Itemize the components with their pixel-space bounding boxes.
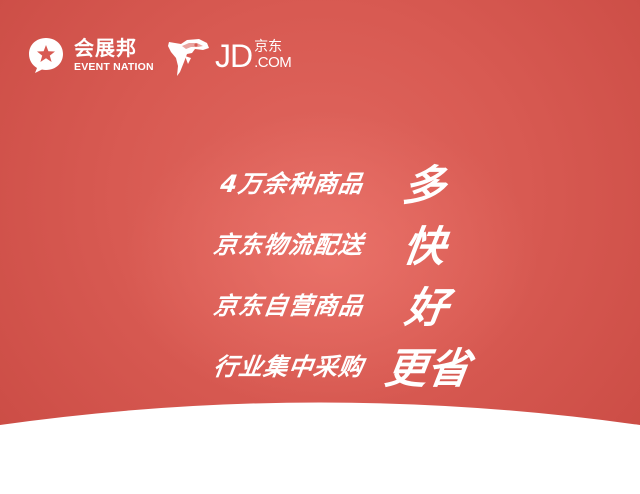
slogan-keyword: 更省 (382, 344, 474, 393)
slogan-label: 京东自营商品 (211, 292, 366, 320)
slogan-label: 行业集中采购 (211, 353, 366, 381)
slogan-row: 京东物流配送 快 (0, 213, 640, 271)
event-nation-english-name: EVENT NATION (74, 60, 154, 73)
jd-chinese-name: 京东 (254, 39, 283, 55)
jd-dog-mascot-icon (168, 39, 209, 76)
jd-letters: JD (215, 38, 253, 74)
slogan-row: 行业集中采购 更省 (0, 335, 640, 393)
slogan-keyword: 多 (400, 161, 450, 210)
slogan-label: 4万余种商品 (218, 170, 366, 198)
slogan-row: 4万余种商品 多 (0, 152, 640, 210)
jd-logo: JD 京东 .COM (165, 34, 292, 78)
slogan-keyword: 好 (402, 283, 452, 332)
slogan-label: 京东物流配送 (211, 231, 366, 259)
slogan-row: 京东自营商品 好 (0, 274, 640, 332)
star-speech-bubble-icon (29, 38, 63, 73)
background-glow (120, 110, 540, 410)
jd-domain: .COM (254, 54, 292, 71)
event-nation-logo: 会展邦 EVENT NATION (27, 36, 154, 74)
slogan-keyword: 快 (400, 222, 450, 271)
event-nation-chinese-name: 会展邦 (74, 35, 137, 60)
